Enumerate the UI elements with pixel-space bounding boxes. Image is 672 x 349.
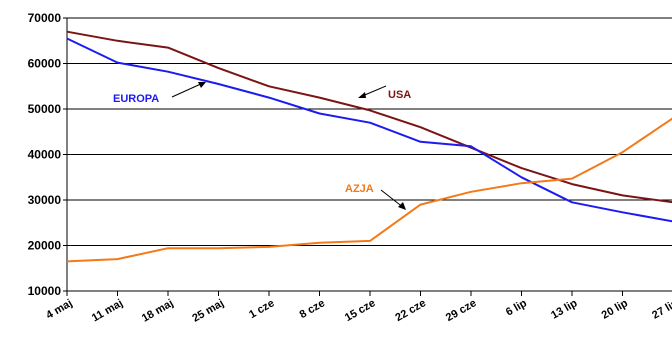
x-tick-label: 1 cze [247,297,276,321]
series-lines [66,30,672,263]
series-line-usa [66,30,672,204]
x-tick-label: 11 maj [90,297,125,324]
y-tick-label: 40000 [28,148,62,162]
azja-arrowhead [398,202,406,210]
europa-arrow [171,82,204,98]
series-line-europa [66,37,672,223]
x-tick-label: 4 maj [44,297,74,321]
usa-arrowhead [358,92,366,98]
y-tick-labels: 70000 60000 50000 40000 30000 20000 10000 [28,11,67,298]
x-tick-label: 25 maj [190,297,226,325]
x-tick-label: 27 lip [650,297,672,322]
x-tick-label: 22 cze [393,297,428,324]
y-tick-label: 50000 [28,102,62,116]
x-tick-labels: 4 maj 11 maj 18 maj 25 maj 1 cze 8 cze 15 cze 2… [44,291,672,325]
y-tick-label: 10000 [28,284,62,298]
x-tick-label: 8 cze [298,297,327,321]
x-tick-label: 13 lip [549,297,580,322]
x-tick-label: 6 lip [504,297,529,319]
series-label-usa: USA [388,89,411,101]
x-tick-label: 20 lip [600,297,631,322]
gridlines [67,17,672,246]
y-tick-label: 60000 [28,57,62,71]
series-annotations: USA EUROPA AZJA [113,82,411,210]
x-tick-label: 29 cze [444,297,479,324]
series-line-azja [66,117,672,263]
series-label-europa: EUROPA [113,93,159,105]
y-tick-label: 30000 [28,193,62,207]
y-tick-label: 20000 [28,239,62,253]
x-tick-label: 15 cze [343,297,378,324]
x-tick-label: 18 maj [140,297,176,325]
europa-arrowhead [198,82,206,88]
y-tick-label: 70000 [28,11,62,25]
series-label-azja: AZJA [345,183,374,195]
